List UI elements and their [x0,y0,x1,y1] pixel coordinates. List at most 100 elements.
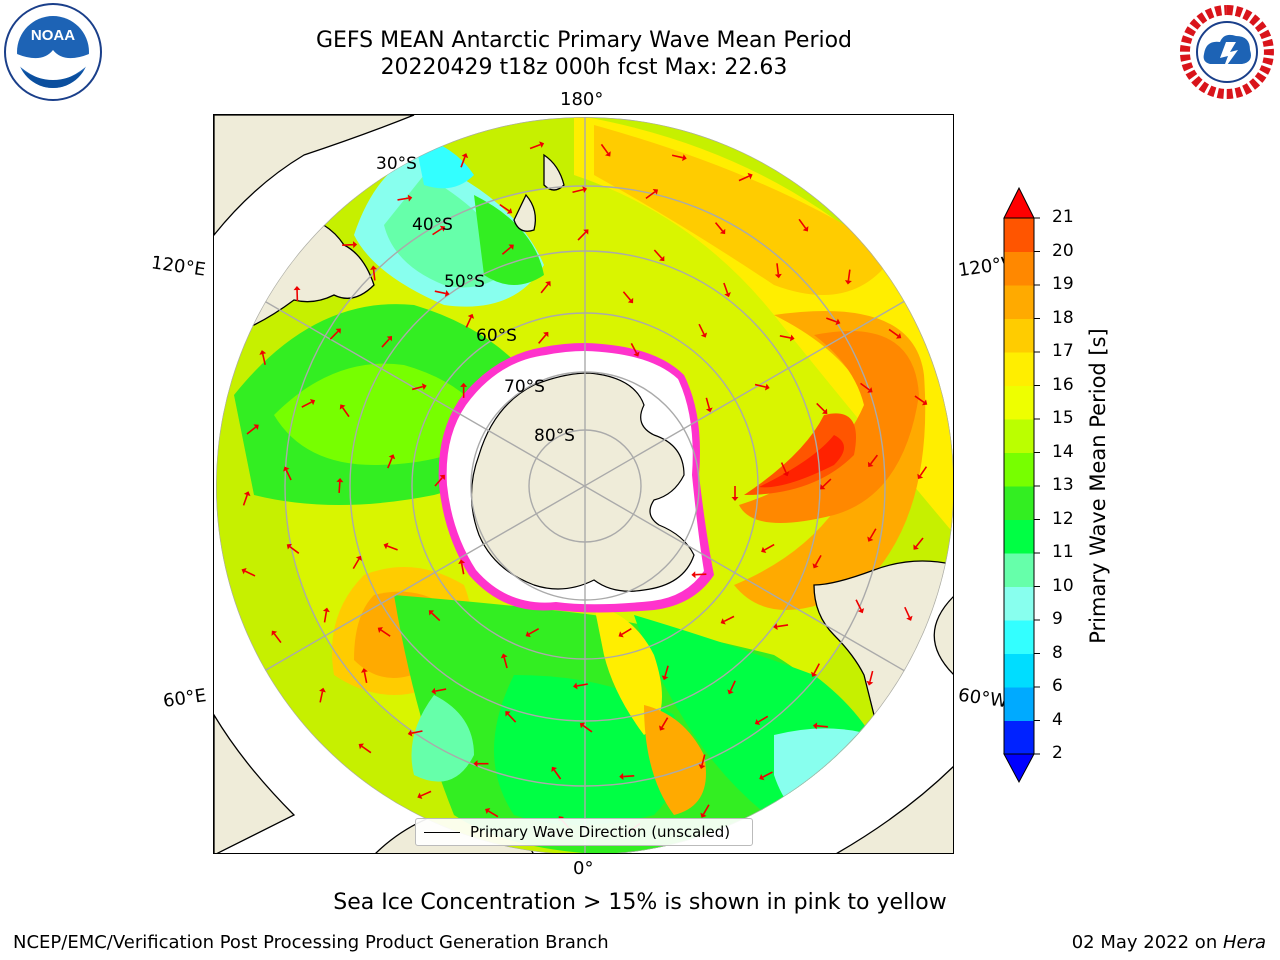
wave-arrow-head [444,290,450,297]
legend-line-icon [424,831,460,833]
colorbar-band [1004,318,1034,353]
colorbar-tick-label: 8 [1052,642,1063,663]
wave-arrow-head [867,387,873,393]
wave-arrow-head [618,631,624,638]
wave-arrow-head [383,542,389,550]
nws-logo [1176,2,1278,106]
colorbar-band [1004,519,1034,554]
wave-arrow-shaft [244,570,256,577]
wave-arrow-shaft [381,338,390,348]
antarctica-continent [470,372,695,592]
colorbar-tick-label: 2 [1052,743,1063,763]
wave-arrow-head [705,407,713,413]
wave-arrow-shaft [904,606,911,618]
wave-arrow-head [895,332,902,339]
wave-arrow-head [352,241,358,249]
wave-arrow-shaft [387,545,398,551]
wave-arrow-head [700,332,708,338]
wave-arrow-head [913,544,919,550]
wave-arrow-head [719,228,726,235]
wave-arrow-shaft [702,804,710,815]
wave-arrow-head [661,675,669,681]
wave-arrow-head [525,631,531,638]
wave-arrow-shaft [701,754,706,766]
wave-arrow-shaft [816,725,828,728]
wave-arrow-head [377,627,383,633]
wave-arrow-shaft [338,481,341,494]
wave-arrow-shaft [914,395,925,404]
wave-arrow-shaft [623,775,635,778]
lat-label-50s: 50°S [444,272,485,292]
wave-arrow-shaft [363,671,368,684]
wave-arrow-head [802,226,809,232]
wave-arrow-head [505,711,511,717]
wave-arrow-shaft [762,771,773,778]
colorbar-band [1004,553,1034,587]
wave-arrow-shaft [432,227,443,236]
lat-label-80s: 80°S [534,426,575,446]
wave-arrow-shaft [754,383,766,388]
wave-arrow-head [917,473,924,480]
wave-arrow-shaft [822,478,832,488]
lon-label-bottom: 0° [573,858,594,879]
wave-arrow-shaft [576,683,588,687]
wave-arrow-shaft [572,188,584,194]
wave-arrow-shaft [813,663,820,674]
wave-arrow-shaft [499,203,510,212]
wave-arrow-head [652,189,659,195]
wave-arrow-head [659,255,665,262]
colorbar-tick-label: 16 [1052,374,1074,395]
wave-arrow-head [243,491,251,497]
wave-arrow-shaft [553,769,562,780]
wave-arrow-head [439,474,445,481]
wave-arrow-shaft [372,269,376,281]
wave-arrow-shaft [847,269,851,281]
map-legend: Primary Wave Direction (unscaled) [415,818,753,846]
wave-arrow-shaft [816,402,826,412]
wave-arrow-shaft [420,790,432,797]
colorbar-band [1004,452,1034,487]
wave-arrow-head [322,607,330,613]
wave-arrow-shaft [919,466,928,477]
wave-arrow-head [583,229,589,235]
wave-arrow-shaft [622,291,632,301]
wave-arrow-head [659,725,666,731]
wave-arrow-head [754,718,761,725]
wave-arrow-head [241,567,247,575]
colorbar-tick-label: 15 [1052,408,1074,428]
colorbar-tick-label: 21 [1052,207,1074,227]
wave-arrow-head [335,328,341,334]
lon-label-left-upper: 120°E [149,252,207,281]
wave-arrow-head [682,154,687,162]
colorbar-band [1004,251,1034,286]
chart-title-line2: 20220429 t18z 000h fcst Max: 22.63 [380,55,788,80]
colorbar-tick-label: 14 [1052,441,1074,462]
wave-arrow-head [857,608,865,614]
wave-arrow-shaft [289,546,300,554]
colorbar-tick-label: 17 [1052,341,1074,361]
wave-arrow-shaft [488,810,499,818]
wave-arrow-shaft [723,282,729,294]
wave-arrow-shaft [757,715,769,723]
wave-arrow-head [358,743,364,750]
wave-arrow-shaft [242,494,248,506]
wave-arrow-head [627,297,634,304]
colorbar-tick-label: 13 [1052,475,1074,495]
wave-arrow-head [866,680,874,686]
wave-arrow-head [747,172,753,180]
colorbar-band [1004,218,1034,252]
wave-arrow-head [867,461,874,468]
lon-label-left-lower: 60°E [161,685,208,712]
wave-arrow-shaft [380,629,391,637]
wave-arrow-head [461,153,469,159]
wave-arrow-head [253,424,259,430]
wave-arrow-shaft [653,249,663,259]
wave-arrow-shaft [342,243,354,247]
footer-host: Hera [1222,932,1266,953]
wave-arrow-head [727,689,734,695]
wave-arrow-shaft [261,353,266,365]
wave-arrow-shaft [465,317,472,328]
colorbar-band [1004,620,1034,654]
wave-arrow-head [731,497,739,501]
wave-arrow-shaft [582,724,593,733]
